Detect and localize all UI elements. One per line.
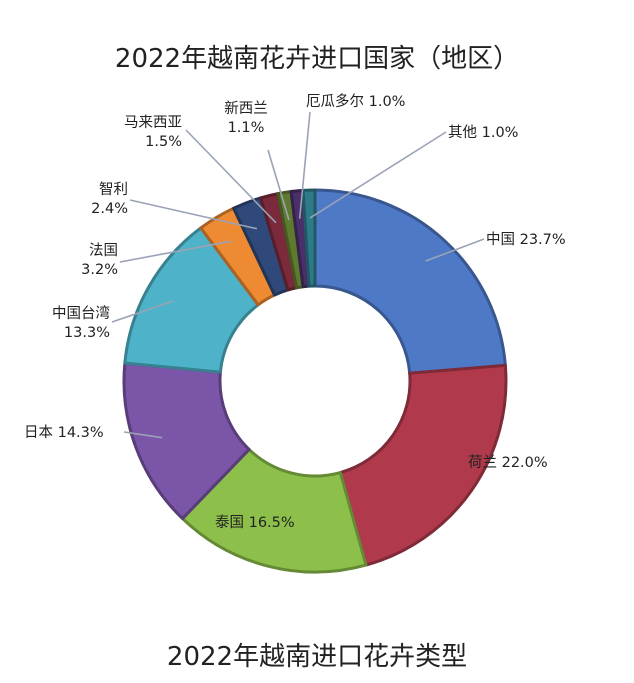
slice-label-1: 中国 23.7% bbox=[486, 231, 566, 248]
leader-line-6 bbox=[119, 240, 232, 263]
slice-2 bbox=[338, 363, 508, 567]
chart-title: 2022年越南花卉进口国家（地区） bbox=[114, 44, 520, 74]
leader-line-7 bbox=[129, 199, 258, 230]
leader-line-8 bbox=[185, 129, 277, 224]
slice-label-5: 中国台湾 13.3% bbox=[52, 305, 110, 341]
leader-line-11 bbox=[309, 131, 447, 219]
slice-labels: 中国 23.7% 荷兰 22.0% 泰国 16.5% 日本 14.3% 中国台湾 13.3… bbox=[24, 93, 566, 531]
slice-label-4: 日本 14.3% bbox=[24, 424, 104, 441]
slice-label-8: 马来西亚 1.5% bbox=[124, 114, 182, 150]
slice-label-10: 厄瓜多尔 1.0% bbox=[306, 93, 405, 110]
slice-label-3: 泰国 16.5% bbox=[215, 514, 295, 531]
slice-3 bbox=[181, 447, 368, 574]
slice-label-7: 智利 2.4% bbox=[91, 181, 128, 217]
slice-label-6: 法国 3.2% bbox=[81, 242, 118, 278]
leader-lines bbox=[111, 111, 485, 439]
leader-line-9 bbox=[267, 149, 290, 221]
slice-label-9: 新西兰 1.1% bbox=[224, 100, 268, 136]
footer-title: 2022年越南进口花卉类型 bbox=[166, 642, 468, 672]
slice-label-11: 其他 1.0% bbox=[448, 124, 518, 141]
slice-label-2: 荷兰 22.0% bbox=[468, 454, 548, 471]
leader-line-5 bbox=[111, 300, 174, 323]
slice-1 bbox=[313, 188, 507, 375]
leader-line-1 bbox=[425, 238, 485, 262]
leader-line-4 bbox=[123, 431, 163, 439]
slice-group bbox=[122, 188, 508, 574]
leader-line-10 bbox=[298, 111, 311, 219]
slice-11 bbox=[301, 188, 317, 288]
